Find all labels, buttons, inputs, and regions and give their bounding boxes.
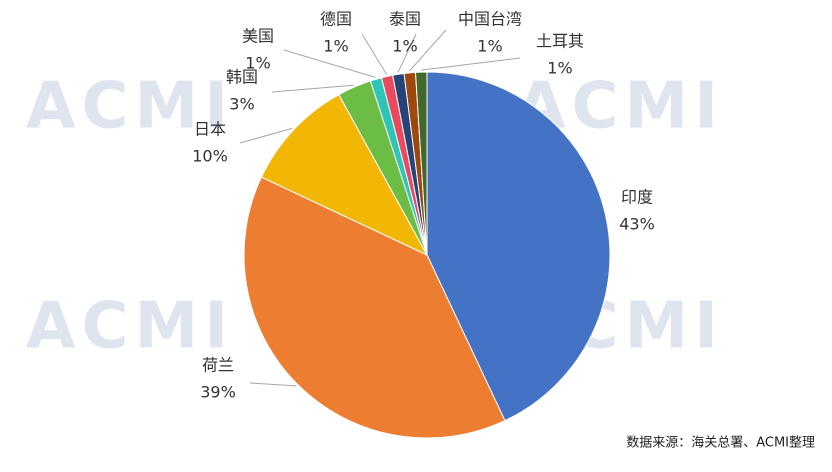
leader-line (249, 382, 297, 387)
slice-label: 中国台湾 (458, 10, 522, 29)
pie-slice (414, 71, 428, 256)
watermark: ACMI (26, 70, 234, 144)
slice-label: 德国 (320, 10, 352, 29)
slice-label: 美国 (242, 27, 274, 46)
leader-line (421, 57, 521, 71)
slice-label: 土耳其 (536, 32, 584, 51)
slice-value-label: 10% (192, 147, 228, 166)
leader-line (397, 33, 417, 73)
slice-value-label: 1% (323, 37, 348, 56)
slice-value-label: 1% (547, 59, 572, 78)
slice-value-label: 1% (477, 37, 502, 56)
pie-slice (260, 93, 429, 257)
watermark: ACMI (26, 290, 234, 364)
leader-line (283, 49, 376, 78)
slice-value-label: 39% (200, 383, 236, 402)
slice-value-label: 43% (619, 215, 655, 234)
slice-value-label: 1% (392, 37, 417, 56)
slice-label: 荷兰 (202, 356, 234, 375)
leader-line (239, 127, 293, 144)
source-note: 数据来源：海关总署、ACMI整理 (626, 436, 815, 451)
slice-label: 日本 (194, 120, 226, 139)
slice-label: 泰国 (389, 10, 421, 29)
slice-value-label: 1% (245, 54, 270, 73)
pie-slice (243, 176, 506, 439)
leader-line (271, 84, 354, 93)
slice-label: 印度 (621, 188, 653, 207)
slice-value-label: 3% (229, 95, 254, 114)
slice-label: 韩国 (226, 68, 258, 87)
leader-line (361, 33, 388, 75)
leader-line (409, 29, 447, 72)
pie-slice (426, 71, 611, 422)
